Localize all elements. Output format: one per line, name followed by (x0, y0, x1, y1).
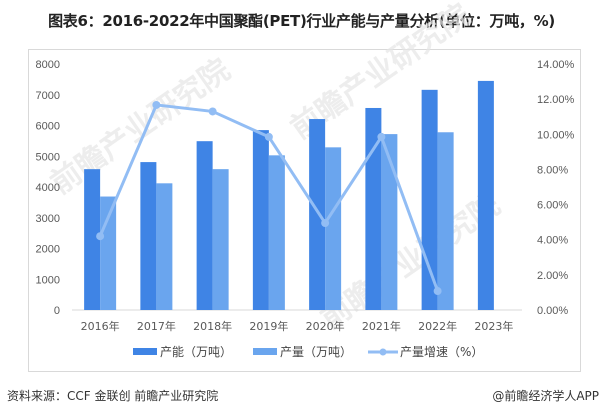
x-axis-tick: 2020年 (306, 319, 345, 333)
x-axis-tick: 2017年 (137, 319, 176, 333)
credit-note: @前瞻经济学人APP (492, 389, 599, 403)
right-axis-tick: 8.00% (537, 164, 568, 176)
production-bar (381, 134, 398, 310)
production-bar (212, 169, 229, 310)
chart-title: 图表6：2016-2022年中国聚酯(PET)行业产能与产量分析(单位：万吨，%… (48, 12, 555, 30)
right-axis-tick: 12.00% (537, 94, 575, 106)
capacity-bar (196, 141, 213, 310)
growth-point (264, 132, 273, 141)
right-axis-tick: 10.00% (537, 129, 575, 141)
growth-point (377, 132, 386, 141)
left-axis-tick: 1000 (36, 274, 60, 286)
capacity-bar (309, 119, 326, 310)
left-axis-tick: 6000 (36, 121, 60, 133)
left-axis-tick: 4000 (36, 182, 60, 194)
chart-frame (28, 49, 581, 372)
capacity-bar (365, 107, 382, 310)
growth-point (208, 107, 217, 116)
left-axis-tick: 2000 (36, 244, 60, 256)
capacity-bar (140, 162, 157, 310)
svg-text:前瞻产业研究院: 前瞻产业研究院 (315, 187, 507, 336)
left-axis-tick: 7000 (36, 90, 60, 102)
production-bar (325, 147, 342, 310)
legend-swatch-capacity (133, 348, 157, 355)
x-axis-tick: 2018年 (193, 319, 232, 333)
left-axis-tick: 3000 (36, 213, 60, 225)
legend-label-production: 产量（万吨） (280, 345, 352, 359)
capacity-bar (421, 89, 438, 310)
right-axis-tick: 4.00% (537, 235, 568, 247)
right-axis-tick: 2.00% (537, 270, 568, 282)
production-bar (156, 183, 173, 310)
growth-point (321, 219, 330, 228)
growth-point (96, 232, 105, 241)
capacity-bar (84, 169, 101, 310)
left-axis-tick: 0 (54, 305, 60, 317)
source-note: 资料来源：CCF 金联创 前瞻产业研究院 (7, 389, 219, 403)
legend-label-capacity: 产能（万吨） (160, 345, 232, 359)
x-axis-tick: 2022年 (418, 319, 457, 333)
x-axis-tick: 2021年 (362, 319, 401, 333)
growth-point (152, 100, 161, 109)
legend: 产能（万吨） 产量（万吨） 产量增速（%） (133, 345, 483, 359)
left-axis-tick: 8000 (36, 59, 60, 71)
right-axis-tick: 6.00% (537, 200, 568, 212)
capacity-bar (477, 80, 494, 310)
production-bar (100, 196, 117, 310)
production-bar (437, 132, 454, 310)
production-bar (268, 155, 285, 310)
x-axis-tick: 2019年 (249, 319, 288, 333)
x-axis-tick: 2016年 (81, 319, 120, 333)
right-axis-tick: 14.00% (537, 59, 575, 71)
x-axis-tick: 2023年 (474, 319, 513, 333)
legend-swatch-production (253, 348, 277, 355)
left-axis-tick: 5000 (36, 151, 60, 163)
right-axis-tick: 0.00% (537, 305, 568, 317)
capacity-bar (252, 130, 269, 310)
legend-label-growth: 产量增速（%） (400, 345, 483, 359)
growth-point (433, 287, 442, 296)
